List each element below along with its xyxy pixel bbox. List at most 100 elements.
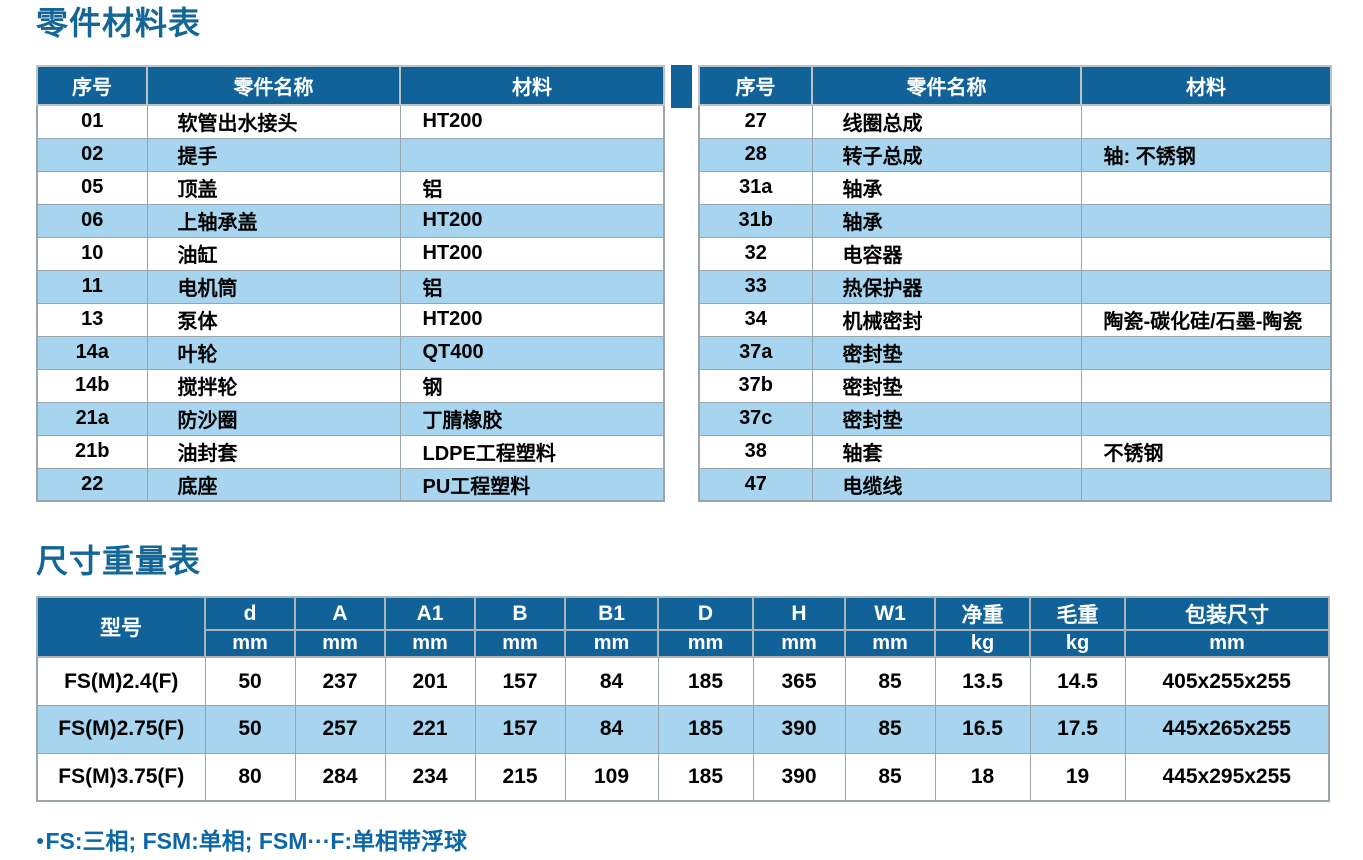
parts-row: 37b 密封垫 — [698, 368, 1332, 403]
part-no-cell: 05 — [36, 170, 148, 205]
part-no-cell: 33 — [698, 269, 813, 304]
part-material-cell: 不锈钢 — [1080, 434, 1332, 469]
part-material-cell: 丁腈橡胶 — [399, 401, 665, 436]
dims-col-header: 毛重 — [1029, 596, 1126, 632]
parts-col-header: 序号 — [36, 65, 148, 107]
value-cell: 85 — [844, 704, 936, 754]
parts-row: 38 轴套 不锈钢 — [698, 434, 1332, 469]
dims-unit-header: mm — [1124, 629, 1330, 659]
parts-row: 37c 密封垫 — [698, 401, 1332, 436]
dims-col-header: W1 — [844, 596, 936, 632]
dims-header-row: mm mm mm mm mm mm mm mm kg kg mm — [37, 629, 1330, 659]
part-material-cell — [1080, 467, 1332, 502]
part-no-cell: 21a — [36, 401, 148, 436]
value-cell: 185 — [657, 704, 754, 754]
value-cell: 201 — [384, 656, 476, 706]
value-cell: 445x265x255 — [1124, 704, 1330, 754]
parts-row: 47 电缆线 — [698, 467, 1332, 502]
part-name-cell: 提手 — [146, 137, 401, 172]
parts-row: 02 提手 — [36, 137, 665, 172]
dims-unit-header: mm — [204, 629, 296, 659]
parts-row: 31a 轴承 — [698, 170, 1332, 205]
value-cell: 13.5 — [934, 656, 1031, 706]
part-no-cell: 47 — [698, 467, 813, 502]
dims-row: FS(M)2.75(F) 50 257 221 157 84 185 390 85 16.5 17.… — [36, 704, 1330, 754]
part-no-cell: 27 — [698, 104, 813, 139]
part-material-cell: HT200 — [399, 236, 665, 271]
part-no-cell: 31a — [698, 170, 813, 205]
value-cell: 16.5 — [934, 704, 1031, 754]
dims-col-header: A1 — [384, 596, 476, 632]
part-name-cell: 油缸 — [146, 236, 401, 271]
part-name-cell: 电机筒 — [146, 269, 401, 304]
parts-col-header: 材料 — [399, 65, 665, 107]
part-material-cell — [1080, 203, 1332, 238]
part-name-cell: 密封垫 — [811, 401, 1082, 436]
table-spacer — [665, 65, 698, 109]
dims-row: FS(M)2.4(F) 50 237 201 157 84 185 365 85 13.5 14.5… — [36, 656, 1330, 706]
part-no-cell: 14b — [36, 368, 148, 403]
parts-row: 10 油缸 HT200 — [36, 236, 665, 271]
bullet-icon: ● — [36, 832, 45, 849]
parts-row: 21b 油封套 LDPE工程塑料 — [36, 434, 665, 469]
part-name-cell: 转子总成 — [811, 137, 1082, 172]
parts-row: 31b 轴承 — [698, 203, 1332, 238]
part-name-cell: 轴套 — [811, 434, 1082, 469]
value-cell: 405x255x255 — [1124, 656, 1330, 706]
dims-unit-header: mm — [564, 629, 659, 659]
part-no-cell: 34 — [698, 302, 813, 337]
parts-table-right: 序号 零件名称 材料 27 线圈总成 28 转子总成 轴: 不锈钢 31a 轴承 31b 轴承 32 电容… — [698, 65, 1332, 503]
parts-row: 06 上轴承盖 HT200 — [36, 203, 665, 238]
part-no-cell: 21b — [36, 434, 148, 469]
model-cell: FS(M)2.75(F) — [36, 704, 206, 754]
part-material-cell: HT200 — [399, 302, 665, 337]
footnote-text: FS:三相; FSM:单相; FSM···F:单相带浮球 — [45, 828, 468, 855]
dims-unit-header: mm — [384, 629, 476, 659]
dims-col-header: d — [204, 596, 296, 632]
parts-col-header: 序号 — [698, 65, 813, 107]
part-material-cell — [1080, 236, 1332, 271]
part-name-cell: 热保护器 — [811, 269, 1082, 304]
part-name-cell: 油封套 — [146, 434, 401, 469]
part-material-cell: 轴: 不锈钢 — [1080, 137, 1332, 172]
part-material-cell: PU工程塑料 — [399, 467, 665, 502]
parts-row: 11 电机筒铝 — [36, 269, 665, 304]
part-material-cell — [1080, 335, 1332, 370]
part-no-cell: 32 — [698, 236, 813, 271]
part-material-cell — [1080, 170, 1332, 205]
value-cell: 84 — [564, 656, 659, 706]
value-cell: 234 — [384, 752, 476, 802]
parts-col-header: 零件名称 — [146, 65, 401, 107]
part-no-cell: 37a — [698, 335, 813, 370]
part-material-cell: HT200 — [399, 104, 665, 139]
dims-col-header: H — [752, 596, 846, 632]
model-cell: FS(M)2.4(F) — [36, 656, 206, 706]
parts-tables-area: 序号 零件名称 材料 01 软管出水接头 HT200 02 提手 05 顶盖铝 06 上轴承盖 HT20… — [36, 65, 1363, 503]
parts-row: 22 底座 PU工程塑料 — [36, 467, 665, 502]
part-name-cell: 泵体 — [146, 302, 401, 337]
part-material-cell: 铝 — [399, 170, 665, 205]
part-no-cell: 37b — [698, 368, 813, 403]
value-cell: 85 — [844, 752, 936, 802]
part-name-cell: 顶盖 — [146, 170, 401, 205]
dims-unit-header: mm — [294, 629, 386, 659]
value-cell: 237 — [294, 656, 386, 706]
part-no-cell: 06 — [36, 203, 148, 238]
dims-col-header: B — [474, 596, 566, 632]
parts-row: 14b 搅拌轮钢 — [36, 368, 665, 403]
value-cell: 215 — [474, 752, 566, 802]
part-no-cell: 01 — [36, 104, 148, 139]
part-name-cell: 底座 — [146, 467, 401, 502]
dims-col-header: B1 — [564, 596, 659, 632]
parts-row: 33 热保护器 — [698, 269, 1332, 304]
dims-col-header: A — [294, 596, 386, 632]
dims-unit-header: mm — [844, 629, 936, 659]
part-material-cell: QT400 — [399, 335, 665, 370]
part-no-cell: 11 — [36, 269, 148, 304]
value-cell: 157 — [474, 656, 566, 706]
part-name-cell: 上轴承盖 — [146, 203, 401, 238]
value-cell: 50 — [204, 656, 296, 706]
part-name-cell: 防沙圈 — [146, 401, 401, 436]
dims-unit-header: mm — [474, 629, 566, 659]
dims-unit-header: mm — [657, 629, 754, 659]
